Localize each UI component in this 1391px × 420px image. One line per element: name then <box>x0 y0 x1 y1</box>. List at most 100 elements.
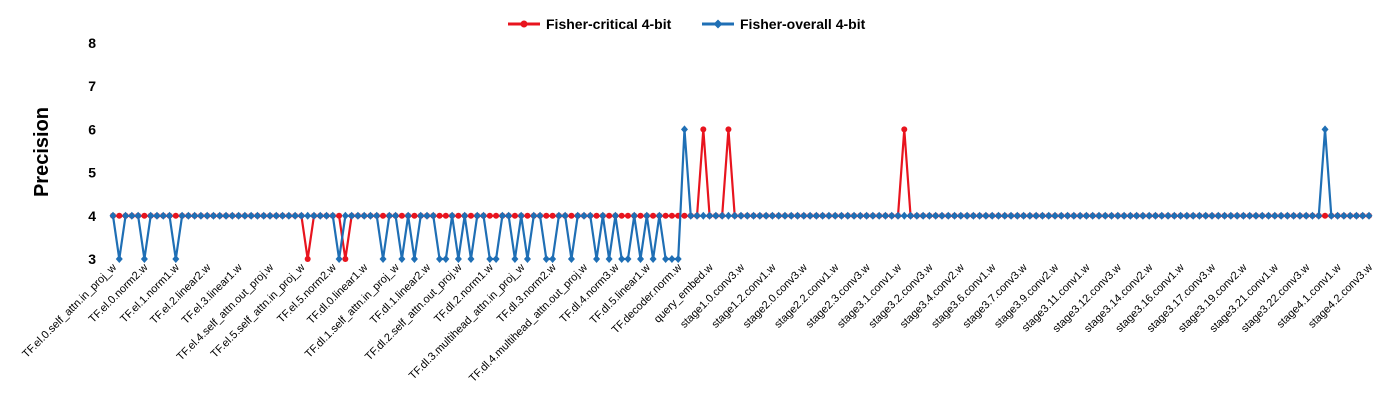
y-tick-label: 5 <box>88 165 96 181</box>
point <box>216 211 224 220</box>
point <box>781 211 789 220</box>
point <box>379 255 387 263</box>
point <box>881 211 889 220</box>
point <box>291 211 299 220</box>
point <box>115 255 123 263</box>
legend-marker <box>520 20 528 28</box>
point <box>637 255 645 263</box>
point <box>1359 211 1367 220</box>
y-tick-label: 7 <box>88 78 96 94</box>
point <box>1227 211 1235 220</box>
point <box>611 211 619 220</box>
point <box>762 211 770 220</box>
point <box>662 212 669 219</box>
point <box>693 211 701 220</box>
point <box>1365 211 1373 220</box>
point <box>524 212 531 219</box>
point <box>969 211 977 220</box>
point <box>411 212 418 219</box>
point <box>385 211 393 220</box>
point <box>982 211 990 220</box>
point <box>794 211 802 220</box>
point <box>712 211 720 220</box>
point <box>1095 211 1103 220</box>
point <box>442 212 449 219</box>
point <box>630 211 638 220</box>
point <box>869 211 877 220</box>
point <box>473 211 481 220</box>
point <box>116 212 123 219</box>
point <box>323 211 331 220</box>
point <box>1239 211 1247 220</box>
point <box>109 211 117 220</box>
point <box>1177 211 1185 220</box>
point <box>1101 211 1109 220</box>
point <box>398 212 405 219</box>
point <box>725 126 732 133</box>
point <box>768 211 776 220</box>
point <box>750 211 758 220</box>
point <box>455 212 462 219</box>
point <box>1051 211 1059 220</box>
point <box>1026 211 1034 220</box>
point <box>197 211 205 220</box>
point <box>944 211 952 220</box>
point <box>297 211 305 220</box>
point <box>680 125 688 134</box>
point <box>699 211 707 220</box>
point <box>618 212 625 219</box>
point <box>1214 211 1222 220</box>
point <box>1070 211 1078 220</box>
point <box>380 212 387 219</box>
point <box>1064 211 1072 220</box>
point <box>486 255 494 263</box>
point <box>580 211 588 220</box>
point <box>1334 211 1342 220</box>
point <box>875 211 883 220</box>
point <box>448 211 456 220</box>
point <box>1082 211 1090 220</box>
point <box>593 212 600 219</box>
point <box>523 255 531 263</box>
point <box>480 211 488 220</box>
point <box>134 211 142 220</box>
point <box>1271 211 1279 220</box>
point <box>1277 211 1285 220</box>
point <box>618 255 626 263</box>
point <box>184 211 192 220</box>
point <box>203 211 211 220</box>
point <box>342 256 349 262</box>
point <box>140 255 148 263</box>
point <box>141 212 148 219</box>
point <box>285 211 293 220</box>
point <box>555 211 563 220</box>
point <box>800 211 808 220</box>
point <box>850 211 858 220</box>
point <box>467 212 474 219</box>
point <box>1315 211 1323 220</box>
x-tick-label: TF.dl.3.multihead_attn.in_proj_w <box>407 262 528 383</box>
point <box>831 211 839 220</box>
point <box>1302 211 1310 220</box>
point <box>536 211 544 220</box>
point <box>605 255 613 263</box>
point <box>1208 211 1216 220</box>
point <box>530 211 538 220</box>
point <box>1290 211 1298 220</box>
point <box>907 211 915 220</box>
point <box>624 255 632 263</box>
point <box>266 211 274 220</box>
point <box>122 211 130 220</box>
point <box>467 255 475 263</box>
series-line <box>111 128 1369 261</box>
point <box>253 211 261 220</box>
series-line <box>113 128 1369 261</box>
point <box>228 211 236 220</box>
point <box>687 211 695 220</box>
point <box>279 211 287 220</box>
point <box>191 211 199 220</box>
point <box>994 211 1002 220</box>
point <box>919 211 927 220</box>
point <box>373 211 381 220</box>
point <box>624 212 631 219</box>
